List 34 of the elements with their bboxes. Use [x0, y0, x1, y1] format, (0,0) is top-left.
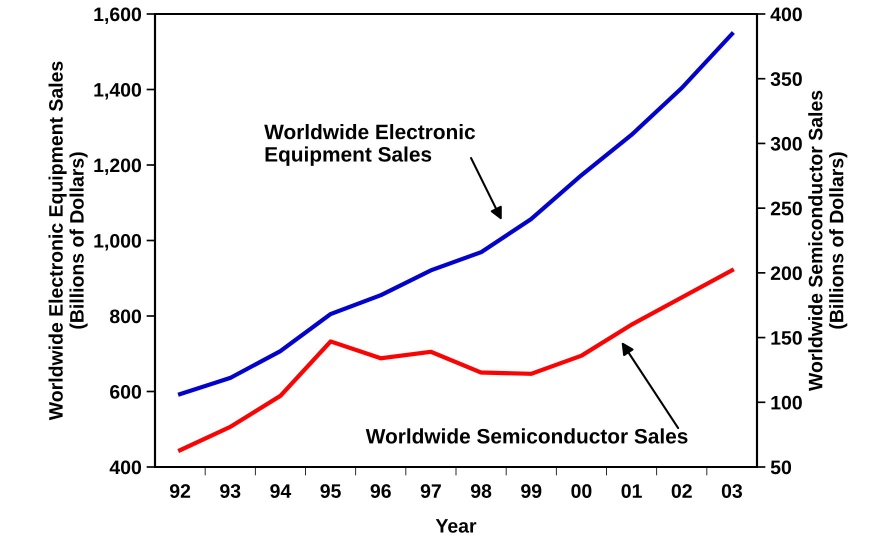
annotation: Worldwide Semiconductor Sales	[366, 428, 688, 444]
x-tick-label: 95	[320, 484, 341, 498]
x-tick-label: 94	[270, 484, 292, 498]
y-tick-label: 600	[110, 384, 142, 399]
y-axis-title: Worldwide Electronic Equipment Sales (Billions of Dollars)	[48, 62, 88, 420]
x-tick-label: 92	[170, 484, 190, 498]
y2-tick-label: 50	[770, 460, 792, 474]
x-tick-label: 99	[521, 484, 542, 498]
y-tick-label: 800	[110, 309, 142, 324]
y2-tick-label: 300	[770, 136, 802, 151]
y2-tick-label: 150	[771, 331, 802, 345]
y-tick-label: 400	[110, 460, 142, 474]
x-tick-label: 01	[622, 484, 642, 498]
y2-tick-label: 200	[770, 266, 802, 280]
y-tick-label: 1,400	[94, 82, 142, 100]
y-tick-label: 1,000	[94, 234, 142, 251]
x-axis-title: Year	[436, 519, 476, 533]
y2-tick-label: 250	[770, 202, 802, 216]
x-tick-label: 00	[571, 484, 592, 498]
x-tick-label: 93	[220, 484, 240, 498]
y-tick-label: 1,200	[94, 158, 142, 176]
x-tick-label: 03	[722, 484, 742, 498]
line-series	[178, 268, 734, 452]
x-tick-label: 02	[672, 484, 692, 498]
y2-axis-title: Worldwide Semiconductor Sales (Billions of Dollars)	[808, 90, 848, 392]
x-tick-label: 98	[470, 484, 492, 498]
y2-tick-label: 350	[770, 72, 802, 86]
y-tick-label: 1,600	[94, 7, 142, 24]
line-series	[178, 32, 734, 396]
x-tick-label: 96	[370, 484, 391, 498]
y2-tick-label: 100	[771, 396, 802, 410]
annotation: Worldwide Electronic Equipment Sales	[264, 124, 476, 166]
y2-tick-label: 400	[770, 7, 802, 22]
x-tick-label: 97	[420, 484, 441, 498]
